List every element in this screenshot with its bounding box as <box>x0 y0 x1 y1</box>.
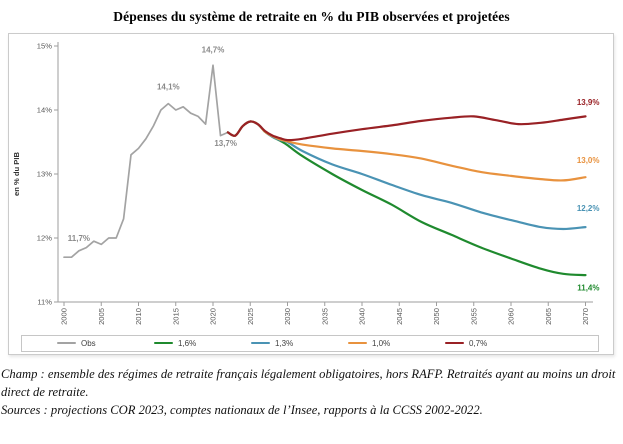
legend-item-16: 1,6% <box>154 339 251 348</box>
chart-title: Dépenses du système de retraite en % du … <box>113 9 510 24</box>
x-tick-label: 2020 <box>209 308 218 325</box>
chart-legend: Obs 1,6% 1,3% 1,0% 0,7% <box>21 334 599 352</box>
caption-champ: Champ : ensemble des régimes de retraite… <box>1 366 616 399</box>
x-tick-label: 2045 <box>395 308 404 325</box>
x-tick-label: 2060 <box>507 308 516 325</box>
x-tick-label: 2015 <box>171 308 180 325</box>
annotation-117: 11,7% <box>68 234 90 243</box>
annotation-130: 13,0% <box>577 156 600 165</box>
legend-label: 1,6% <box>178 338 197 348</box>
legend-label: 1,0% <box>372 338 391 348</box>
series-line-16 <box>226 120 587 277</box>
legend-item-13: 1,3% <box>251 339 348 348</box>
figure-caption: Champ : ensemble des régimes de retraite… <box>1 366 621 420</box>
legend-swatch <box>445 342 464 345</box>
series-line-07 <box>226 115 587 142</box>
x-tick-label: 2000 <box>60 308 69 325</box>
x-tick-label: 2050 <box>432 308 441 325</box>
legend-label: 1,3% <box>275 338 294 348</box>
annotation-114: 11,4% <box>577 283 599 292</box>
annotation-147: 14,7% <box>202 45 225 54</box>
x-tick-label: 2035 <box>320 308 329 325</box>
y-tick-label: 11% <box>37 297 52 306</box>
x-tick-label: 2030 <box>283 308 292 325</box>
x-tick-label: 2005 <box>97 308 106 325</box>
y-tick-label: 12% <box>37 233 52 242</box>
legend-swatch <box>348 342 367 345</box>
annotation-139: 13,9% <box>577 98 600 107</box>
y-tick-label: 14% <box>37 105 52 114</box>
legend-swatch <box>57 342 76 345</box>
legend-label: Obs <box>81 338 96 348</box>
legend-swatch <box>154 342 173 345</box>
chart-canvas: 11% 12% 13% 14% 15% 2000 2005 2010 2015 2020 2025 2… <box>12 41 600 325</box>
annotation-137: 13,7% <box>214 139 237 148</box>
annotation-141: 14,1% <box>157 82 180 91</box>
page: { "title": "Dépenses du système de retra… <box>0 9 623 444</box>
x-tick-label: 2055 <box>469 308 478 325</box>
legend-item-07: 0,7% <box>445 339 542 348</box>
series-line-obs <box>63 64 229 258</box>
series-line-10 <box>226 120 587 182</box>
annotation-122: 12,2% <box>577 204 600 213</box>
x-tick-label: 2065 <box>544 308 553 325</box>
legend-item-10: 1,0% <box>348 339 445 348</box>
legend-swatch <box>251 342 270 345</box>
caption-sources: Sources : projections COR 2023, comptes … <box>1 402 483 417</box>
y-tick-label: 15% <box>37 41 52 50</box>
x-tick-label: 2040 <box>358 308 367 325</box>
figure-box: 11% 12% 13% 14% 15% 2000 2005 2010 2015 2020 2025 2… <box>8 32 614 355</box>
x-tick-label: 2025 <box>246 308 255 325</box>
legend-label: 0,7% <box>469 338 488 348</box>
x-tick-label: 2070 <box>581 308 590 325</box>
legend-item-obs: Obs <box>57 339 154 348</box>
y-tick-label: 13% <box>37 169 52 178</box>
y-axis-title: en % du PIB <box>12 151 21 195</box>
x-tick-label: 2010 <box>134 308 143 325</box>
